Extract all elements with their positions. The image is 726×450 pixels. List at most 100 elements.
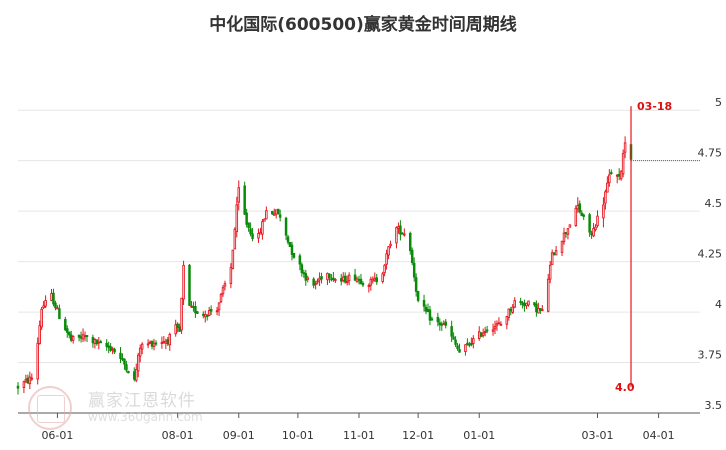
candle-body [81,334,85,340]
candle-body [272,213,276,216]
candle-body [302,272,306,275]
candle-body [525,302,528,307]
candle-body [550,252,554,265]
candle-body [619,171,623,180]
candle-body [464,344,467,352]
candle-body [152,342,156,347]
candle-body [265,210,268,220]
candle-body [340,278,343,282]
candle-body [466,342,469,345]
candle-body [99,341,103,344]
candle-body [154,342,158,345]
candle-body [298,255,302,265]
candle-body [369,278,373,286]
candle-body [28,376,32,385]
candle-body [341,276,345,281]
candle-body [606,182,609,193]
y-tick-label: 4.5 [705,197,723,210]
candle-body [604,191,607,204]
candle-body [249,228,252,235]
candle-body [97,341,101,344]
candle-body [387,246,390,256]
candle-body [371,278,375,282]
candle-body [111,348,114,351]
candle-body [410,249,414,264]
candle-body [77,334,81,338]
candle-body [140,343,144,350]
candle-body [373,277,377,281]
candle-body [26,377,30,384]
candle-body [401,232,404,235]
watermark-text: 赢家江恩软件 [88,391,196,411]
candle-body [608,174,611,184]
candle-body [79,336,83,339]
candle-body [40,308,43,328]
candle-body [125,364,128,371]
candle-body [497,322,501,325]
candle-body [574,207,578,227]
candle-body [548,264,552,280]
candle-body [166,339,170,345]
candle-body [481,332,485,336]
candle-body [602,204,605,219]
candle-body [215,310,219,313]
candle-body [332,277,335,280]
candle-body [537,307,540,314]
x-tick-label: 12-01 [402,429,434,442]
candle-body [521,302,524,306]
candle-body [119,352,122,359]
watermark-seal-icon [28,386,72,430]
watermark: 赢家江恩软件 www.360gann.com [28,386,228,432]
candle-body [582,214,585,217]
candle-body [233,228,237,250]
candle-body [207,310,211,317]
candle-body [284,217,288,236]
candle-body [91,337,95,344]
candle-body [71,336,75,341]
candle-body [438,322,442,326]
candle-body [190,305,193,308]
candle-body [483,331,487,334]
x-tick-label: 03-01 [582,429,614,442]
candle-body [136,354,140,372]
candle-body [36,342,39,380]
candle-body [192,306,195,309]
candle-body [320,276,323,280]
candle-body [288,241,292,247]
candle-body [499,323,503,326]
cycle-marker-label-top: 03-18 [637,100,672,113]
candle-body [334,278,337,281]
candle-body [312,278,315,286]
y-tick-label: 3.75 [698,349,723,362]
candle-body [274,209,278,215]
candle-body [174,324,177,335]
candle-body [24,378,28,382]
candle-body [204,313,207,318]
candle-body [93,339,97,344]
candle-body [523,302,526,307]
candle-body [430,318,434,321]
candle-body [178,326,181,332]
candle-body [395,227,398,244]
y-tick-label: 4.75 [698,147,723,160]
candle-body [326,272,329,281]
candle-body [259,232,262,235]
candle-body [353,274,357,281]
candle-body [477,331,481,339]
axes: 3.5 3.75 4 4.25 4.5 4.75 5 06-01 08-01 09-01 10-01… [18,96,722,442]
candle-body [209,308,213,312]
candle-body [95,339,99,345]
y-tick-label: 3.5 [705,399,723,412]
candle-body [594,226,597,231]
candle-body [470,342,473,346]
candle-body [546,278,550,312]
y-tick-label: 5 [715,96,722,109]
candle-body [105,342,108,347]
candle-body [66,328,69,333]
candle-body [107,345,110,348]
candle-body [592,228,595,237]
candle-body [196,311,199,314]
y-tick-label: 4.25 [698,248,723,261]
candle-body [44,300,47,307]
